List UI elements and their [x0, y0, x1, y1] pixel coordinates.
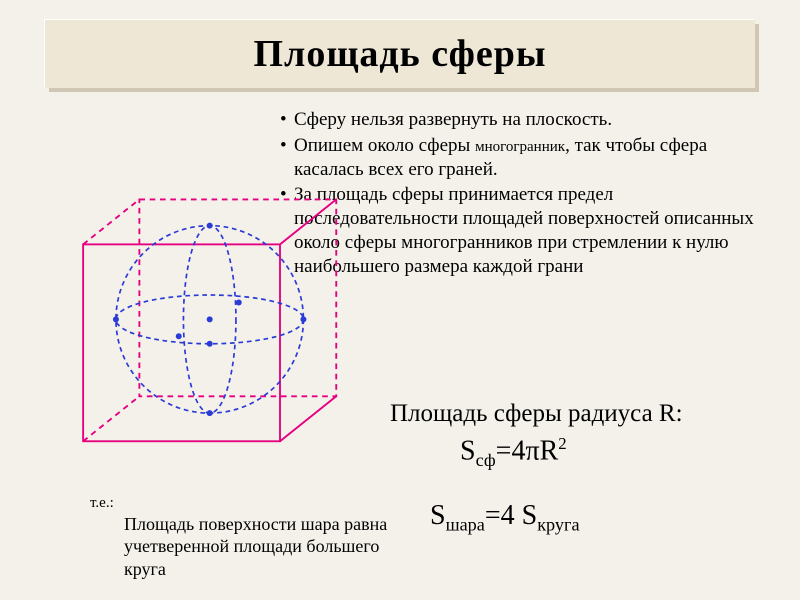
- f1-exp: 2: [558, 434, 566, 453]
- bullet-2: • Опишем около сферы многогранник, так ч…: [280, 134, 780, 182]
- formula-block: Площадь сферы радиуса R: Sсф=4πR2: [390, 400, 790, 471]
- bullet-2-smallword: многогранник: [475, 139, 565, 155]
- f1-lhs: S: [460, 435, 476, 466]
- formula-line-1: Sсф=4πR2: [460, 434, 790, 471]
- f2-mid: =4 S: [485, 500, 537, 531]
- sphere-in-cube-diagram: [55, 140, 355, 480]
- footnote-lead: т.е.:: [90, 495, 114, 511]
- bullet-3-text: За площадь сферы принимается предел посл…: [294, 183, 780, 278]
- footnote: т.е.: Площадь поверхности шара равна уче…: [90, 490, 390, 580]
- formula-line-2: Sшара=4 Sкруга: [430, 500, 580, 536]
- footnote-body: Площадь поверхности шара равна учетверен…: [124, 513, 390, 581]
- f2-lhs: S: [430, 500, 446, 531]
- f1-sub: сф: [476, 450, 496, 470]
- bullet-dot-icon: •: [280, 108, 294, 132]
- f2-sub1: шара: [446, 515, 485, 535]
- slide-title: Площадь сферы: [253, 32, 546, 76]
- bullet-2-text: Опишем около сферы многогранник, так что…: [294, 134, 780, 182]
- bullets-block: • Сферу нельзя развернуть на плоскость. …: [280, 106, 780, 280]
- f1-eq: =4πR: [496, 435, 559, 466]
- slide-title-band: Площадь сферы: [45, 20, 755, 88]
- bullet-1: • Сферу нельзя развернуть на плоскость.: [280, 108, 780, 132]
- bullet-3: • За площадь сферы принимается предел по…: [280, 183, 780, 278]
- bullet-1-text: Сферу нельзя развернуть на плоскость.: [294, 108, 780, 132]
- formula-heading: Площадь сферы радиуса R:: [390, 400, 790, 428]
- f2-sub2: круга: [537, 515, 579, 535]
